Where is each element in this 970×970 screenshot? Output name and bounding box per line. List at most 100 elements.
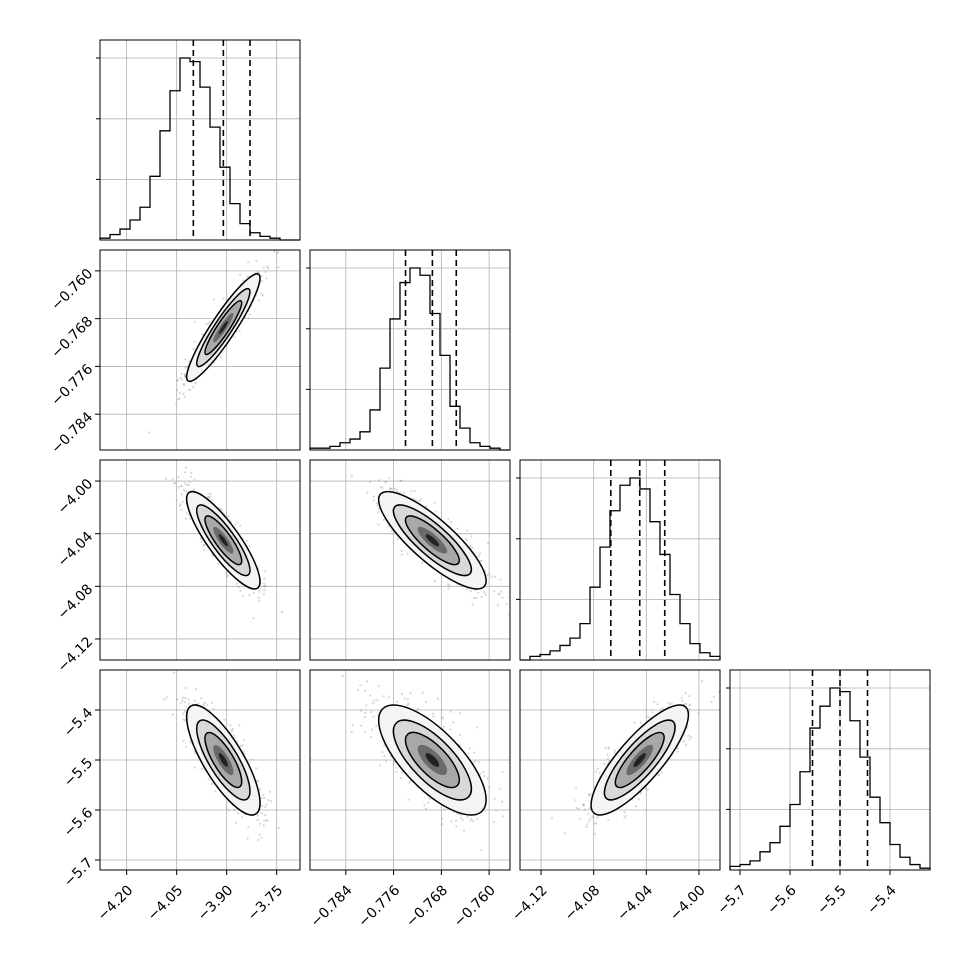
sample-point [256,814,259,817]
sample-point [242,594,245,597]
sample-point [351,724,354,727]
sample-point [623,816,626,819]
sample-point [447,587,450,590]
sample-point [209,493,212,496]
sample-point [239,273,242,276]
axes-frame [99,39,301,241]
sample-point [417,499,420,503]
sample-point [180,485,183,488]
density-level [218,320,228,335]
axes-frame [309,459,511,661]
sample-point [183,373,187,377]
sample-point [497,592,500,596]
sample-point [262,582,266,585]
sample-point [406,698,409,701]
scatter-panel [99,249,301,451]
sample-point [421,691,424,694]
sample-point [372,495,375,498]
y-tick-label: −5.6 [61,805,96,840]
sample-point [587,793,591,796]
sample-point [592,816,595,819]
sample-point [187,484,190,487]
sample-point [414,499,417,502]
sample-point [235,582,239,585]
sample-point [357,688,360,691]
sample-point [207,496,210,499]
x-tick-label: −4.08 [562,882,604,924]
sample-point [207,492,210,495]
sample-point [239,524,242,527]
sample-point [680,696,683,700]
sample-point [400,479,403,482]
sample-point [603,762,606,766]
sample-point [263,589,266,592]
sample-point [247,317,250,320]
sample-point [455,819,458,823]
sample-point [176,379,179,382]
sample-point [589,817,592,821]
contour-line [392,719,473,801]
sample-point [193,699,197,702]
sample-point [681,699,684,703]
sample-point [417,708,420,711]
sample-point [194,688,198,691]
sample-point [433,501,436,504]
sample-point [598,771,601,774]
sample-point [263,819,266,822]
sample-point [231,727,234,731]
sample-point [180,378,183,381]
sample-point [183,395,186,398]
sample-point [226,574,229,577]
sample-point [484,593,487,596]
sample-point [395,489,398,492]
sample-point [505,603,508,606]
sample-point [187,698,190,701]
sample-point [373,699,376,702]
sample-point [384,480,388,484]
sample-point [455,825,458,828]
sample-point [477,761,480,764]
x-tick-label: −5.4 [864,882,899,917]
sample-point [176,379,179,382]
sample-point [258,599,261,602]
x-tick-label: −5.5 [814,882,849,917]
sample-point [184,482,187,485]
sample-point [646,715,650,718]
sample-point [194,752,197,755]
sample-point [236,521,239,524]
sample-point [377,523,380,526]
sample-point [239,589,242,593]
sample-point [187,702,191,705]
sample-point [242,279,245,282]
sample-point [426,801,430,804]
x-tick-label: −5.6 [764,882,799,917]
sample-point [171,713,174,716]
sample-point [390,529,393,532]
sample-point [191,386,195,389]
sample-point [163,446,165,448]
sample-point [383,744,386,747]
sample-point [192,488,195,491]
sample-point [179,503,182,506]
y-tick-label: −0.760 [48,266,96,314]
sample-point [676,750,679,753]
sample-point [265,277,268,280]
sample-point [378,764,381,767]
sample-point [260,275,263,278]
sample-point [232,734,236,737]
sample-point [496,604,499,607]
sample-point [396,700,399,703]
sample-point [260,812,263,815]
sample-point [261,804,264,807]
sample-point [202,703,205,706]
sample-point [606,757,609,760]
sample-point [206,704,209,707]
sample-point [394,487,397,490]
panel-content [310,670,510,870]
sample-point [188,388,192,391]
sample-point [389,487,392,490]
sample-point [428,797,431,800]
sample-point [596,816,599,819]
sample-point [368,480,371,484]
